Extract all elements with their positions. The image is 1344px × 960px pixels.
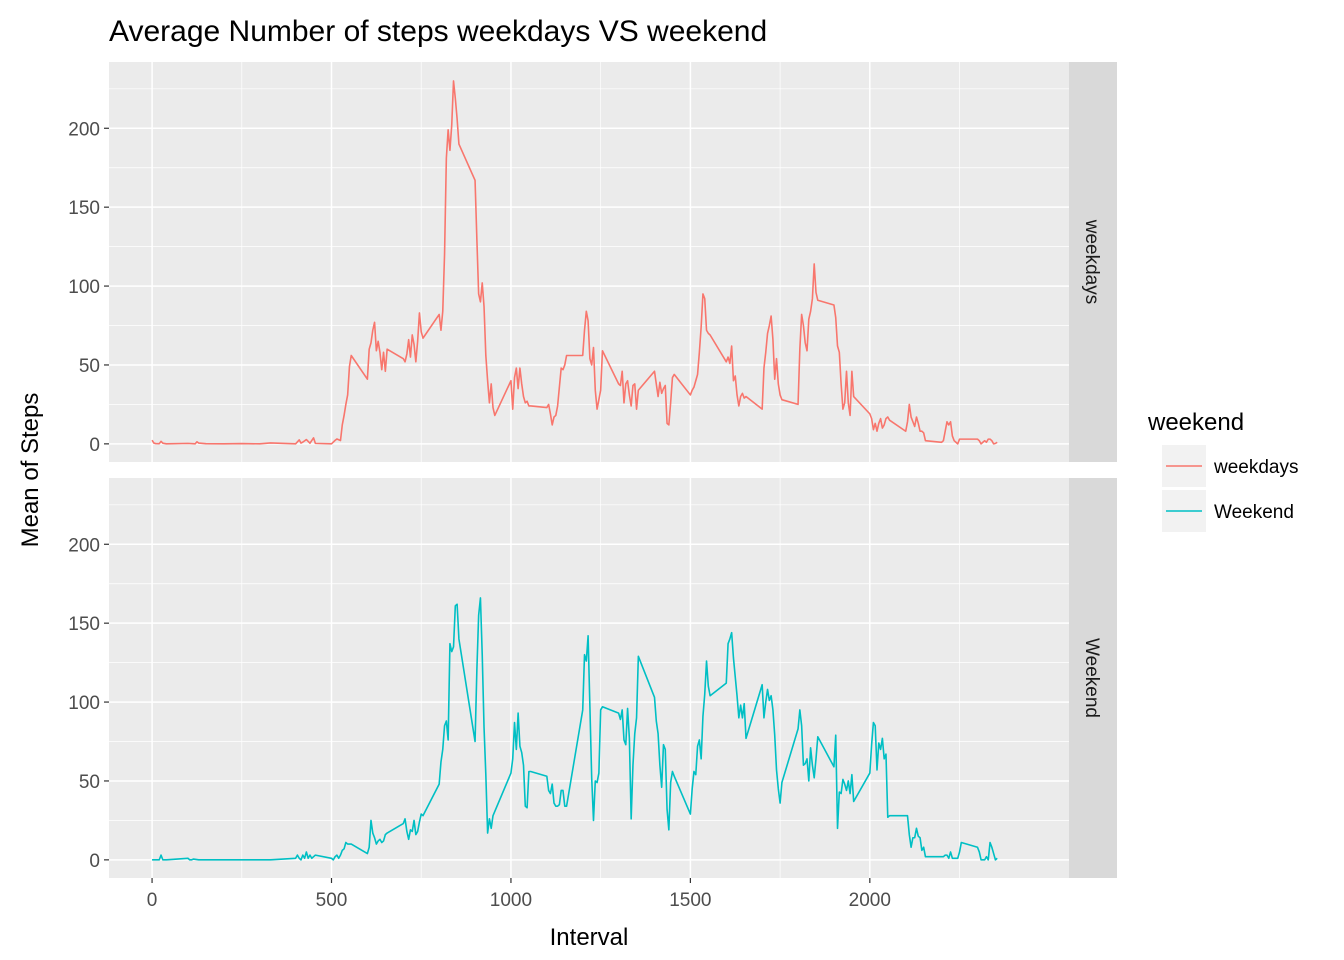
- series-line-weekdays: [151, 80, 998, 445]
- strip-weekend: [1069, 478, 1117, 878]
- panel-background: [109, 62, 1069, 462]
- y-tick-label: 100: [68, 693, 100, 714]
- grid-lines: [109, 478, 1069, 878]
- x-tick-label: 1500: [669, 890, 711, 911]
- y-axis-title: Mean of Steps: [17, 393, 44, 548]
- y-tick-label: 200: [68, 535, 100, 556]
- panel-weekend: 0 50 100 150 200 Weekend: [68, 478, 1117, 878]
- legend-item-weekend: Weekend: [1162, 490, 1294, 532]
- strip-label-weekend: Weekend: [1081, 638, 1102, 718]
- y-tick-label: 150: [68, 198, 100, 219]
- y-tick-label: 0: [89, 851, 100, 872]
- x-axis-title: Interval: [550, 924, 629, 951]
- y-tick-label: 200: [68, 119, 100, 140]
- y-tick-label: 50: [79, 356, 100, 377]
- y-tick-label: 50: [79, 772, 100, 793]
- legend-item-weekdays: weekdays: [1162, 445, 1299, 487]
- legend-title: weekend: [1147, 409, 1244, 436]
- y-tick-label: 150: [68, 614, 100, 635]
- y-axis-ticks: 0 50 100 150 200: [68, 119, 109, 456]
- x-tick-label: 500: [316, 890, 348, 911]
- strip-label-weekdays: weekdays: [1081, 219, 1102, 305]
- series-line-weekend: [152, 597, 998, 861]
- x-axis-ticks: 0 500 1000 1500 2000: [147, 878, 891, 911]
- strip-weekdays: [1069, 62, 1117, 462]
- y-tick-label: 100: [68, 277, 100, 298]
- legend-label-weekdays: weekdays: [1213, 457, 1299, 478]
- grid-lines: [109, 62, 1069, 462]
- legend: weekend weekdays Weekend: [1147, 409, 1299, 532]
- chart-title: Average Number of steps weekdays VS week…: [109, 15, 767, 48]
- y-tick-label: 0: [89, 435, 100, 456]
- x-tick-label: 1000: [490, 890, 532, 911]
- panel-weekdays: 0 50 100 150 200 weekdays: [68, 62, 1117, 462]
- x-tick-label: 2000: [849, 890, 891, 911]
- legend-label-weekend: Weekend: [1214, 502, 1294, 523]
- y-axis-ticks: 0 50 100 150 200: [68, 535, 109, 872]
- x-tick-label: 0: [147, 890, 158, 911]
